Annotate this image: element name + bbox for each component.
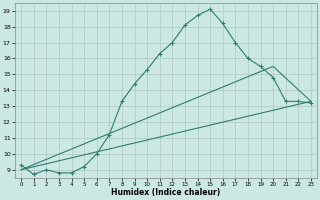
X-axis label: Humidex (Indice chaleur): Humidex (Indice chaleur) bbox=[111, 188, 221, 197]
